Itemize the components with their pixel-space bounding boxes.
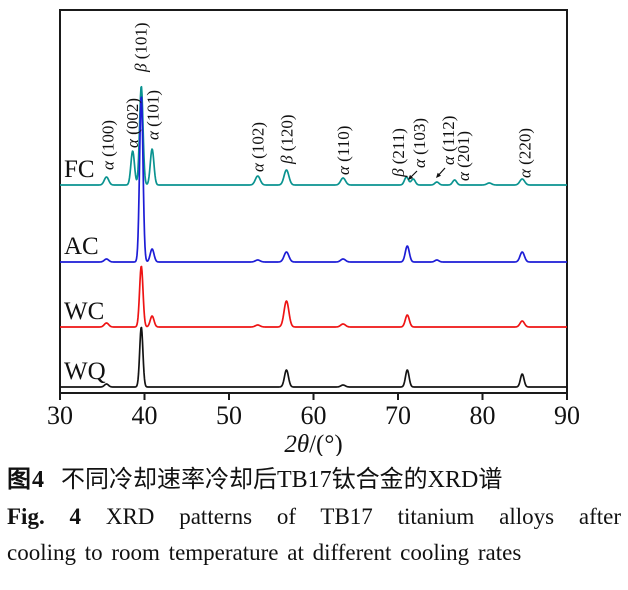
xrd-curve-ac	[59, 96, 568, 263]
peak-label: α (002)	[123, 98, 142, 148]
caption-line-en-2: cooling to room temperature at different…	[7, 540, 522, 565]
x-axis-tick-label: 70	[385, 401, 411, 430]
xrd-chart-container: 30 40 50 60 70 80 90 2θ/(°) FC AC WC WQ α (100) α (00…	[47, 9, 580, 458]
xrd-curve-wc	[59, 265, 568, 328]
x-axis-tick-label: 30	[47, 401, 73, 430]
peak-label: α (110)	[334, 126, 353, 175]
peak-label-arrowhead	[408, 174, 414, 180]
x-axis-tick-label: 50	[216, 401, 242, 430]
peak-label: α (201)	[454, 131, 473, 181]
xrd-curve-fc	[59, 85, 568, 186]
figure-number-en: Fig. 4	[7, 504, 82, 529]
peak-label: α (101)	[144, 90, 163, 140]
series-label-fc: FC	[64, 156, 95, 183]
caption-line-en-1: Fig. 4 XRD patterns of TB17 titanium all…	[7, 502, 621, 532]
caption-text-cn: 不同冷却速率冷却后TB17钛合金的XRD谱	[61, 467, 503, 493]
peak-label: β (120)	[277, 114, 296, 165]
series-label-wq: WQ	[64, 358, 106, 385]
figure-number-cn: 图4	[7, 467, 45, 493]
x-axis-tick-label: 40	[132, 401, 158, 430]
xrd-curve-wq	[59, 326, 568, 388]
peak-label: β (101)	[131, 22, 150, 73]
peak-label: α (103)	[410, 118, 429, 168]
x-axis-tick-label: 60	[301, 401, 327, 430]
peak-label: α (102)	[249, 122, 268, 172]
peak-label-arrowhead	[436, 172, 441, 178]
peak-label: α (112)	[439, 116, 458, 165]
caption-line-cn: 图4 不同冷却速率冷却后TB17钛合金的XRD谱	[7, 465, 621, 495]
series-label-wc: WC	[64, 298, 104, 325]
series-label-ac: AC	[64, 233, 99, 260]
xrd-chart: 30 40 50 60 70 80 90 2θ/(°) FC AC WC WQ α (100) α (00…	[47, 9, 580, 458]
x-axis-label: 2θ/(°)	[284, 431, 342, 456]
peak-label: β (211)	[389, 128, 408, 178]
x-axis-tick-label: 90	[554, 401, 580, 430]
peak-label: α (220)	[515, 128, 534, 178]
figure-caption: 图4 不同冷却速率冷却后TB17钛合金的XRD谱 Fig. 4 XRD patte…	[0, 465, 628, 568]
x-axis-tick-label: 80	[470, 401, 496, 430]
peak-label: α (100)	[98, 120, 117, 170]
caption-text-en-1: XRD patterns of TB17 titanium alloys aft…	[105, 504, 621, 529]
